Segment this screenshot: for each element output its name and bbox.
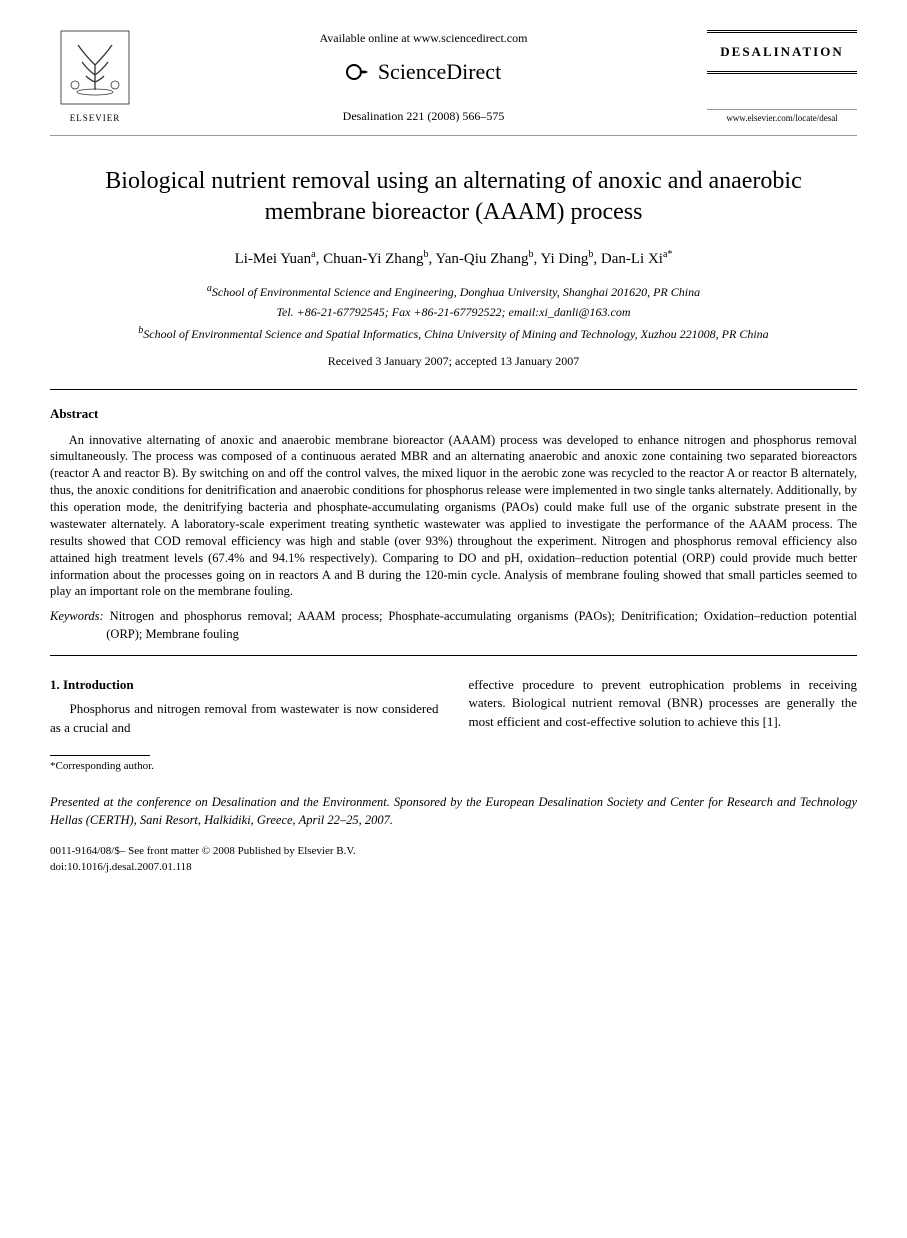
author-affil-sup: b <box>423 249 428 260</box>
intro-text-right: effective procedure to prevent eutrophic… <box>469 676 858 731</box>
elsevier-tree-icon <box>60 30 130 105</box>
affiliation-a: aSchool of Environmental Science and Eng… <box>50 282 857 301</box>
journal-title-box: DESALINATION <box>707 30 857 74</box>
keywords-line: Keywords: Nitrogen and phosphorus remova… <box>50 608 857 643</box>
sciencedirect-text: ScienceDirect <box>378 57 501 88</box>
copyright-line: 0011-9164/08/$– See front matter © 2008 … <box>50 844 857 859</box>
author-affil-sup: a <box>311 249 315 260</box>
author: Li-Mei Yuan <box>235 251 312 267</box>
intro-col-left: 1. Introduction Phosphorus and nitrogen … <box>50 676 439 774</box>
doi-line[interactable]: doi:10.1016/j.desal.2007.01.118 <box>50 860 857 875</box>
keywords-label: Keywords: <box>50 609 104 623</box>
elsevier-block: ELSEVIER <box>50 30 140 124</box>
intro-columns: 1. Introduction Phosphorus and nitrogen … <box>50 676 857 774</box>
affiliation-b: bSchool of Environmental Science and Spa… <box>50 324 857 343</box>
author: Yi Ding <box>540 251 588 267</box>
footnote-rule <box>50 755 150 756</box>
article-title: Biological nutrient removal using an alt… <box>60 166 847 228</box>
keywords-text: Nitrogen and phosphorus removal; AAAM pr… <box>106 609 857 641</box>
available-online-text: Available online at www.sciencedirect.co… <box>160 30 687 47</box>
authors-line: Li-Mei Yuana, Chuan-Yi Zhangb, Yan-Qiu Z… <box>50 248 857 270</box>
divider <box>50 655 857 656</box>
journal-url[interactable]: www.elsevier.com/locate/desal <box>707 109 857 125</box>
intro-heading: 1. Introduction <box>50 676 439 694</box>
journal-citation: Desalination 221 (2008) 566–575 <box>160 108 687 125</box>
sciencedirect-icon <box>346 59 372 85</box>
abstract-body: An innovative alternating of anoxic and … <box>50 432 857 601</box>
intro-col-right: effective procedure to prevent eutrophic… <box>469 676 858 774</box>
author: Dan-Li Xi <box>601 251 663 267</box>
author-affil-sup: b <box>588 249 593 260</box>
journal-cover-box: DESALINATION www.elsevier.com/locate/des… <box>707 30 857 125</box>
corresponding-author-footnote: *Corresponding author. <box>50 759 439 774</box>
elsevier-label: ELSEVIER <box>50 112 140 125</box>
affiliation-text: School of Environmental Science and Engi… <box>212 285 700 299</box>
header-center: Available online at www.sciencedirect.co… <box>140 30 707 124</box>
article-dates: Received 3 January 2007; accepted 13 Jan… <box>50 353 857 370</box>
author-affil-sup: b <box>528 249 533 260</box>
author-affil-sup: a* <box>663 249 672 260</box>
affiliation-text: School of Environmental Science and Spat… <box>143 327 768 341</box>
author: Yan-Qiu Zhang <box>435 251 528 267</box>
copyright-block: 0011-9164/08/$– See front matter © 2008 … <box>50 844 857 875</box>
affiliation-contact: Tel. +86-21-67792545; Fax +86-21-6779252… <box>50 304 857 321</box>
intro-text-left: Phosphorus and nitrogen removal from was… <box>50 700 439 736</box>
conference-note: Presented at the conference on Desalinat… <box>50 794 857 829</box>
abstract-heading: Abstract <box>50 405 857 423</box>
sciencedirect-logo: ScienceDirect <box>346 57 501 88</box>
divider <box>50 389 857 390</box>
author: Chuan-Yi Zhang <box>323 251 423 267</box>
journal-header: ELSEVIER Available online at www.science… <box>50 30 857 136</box>
